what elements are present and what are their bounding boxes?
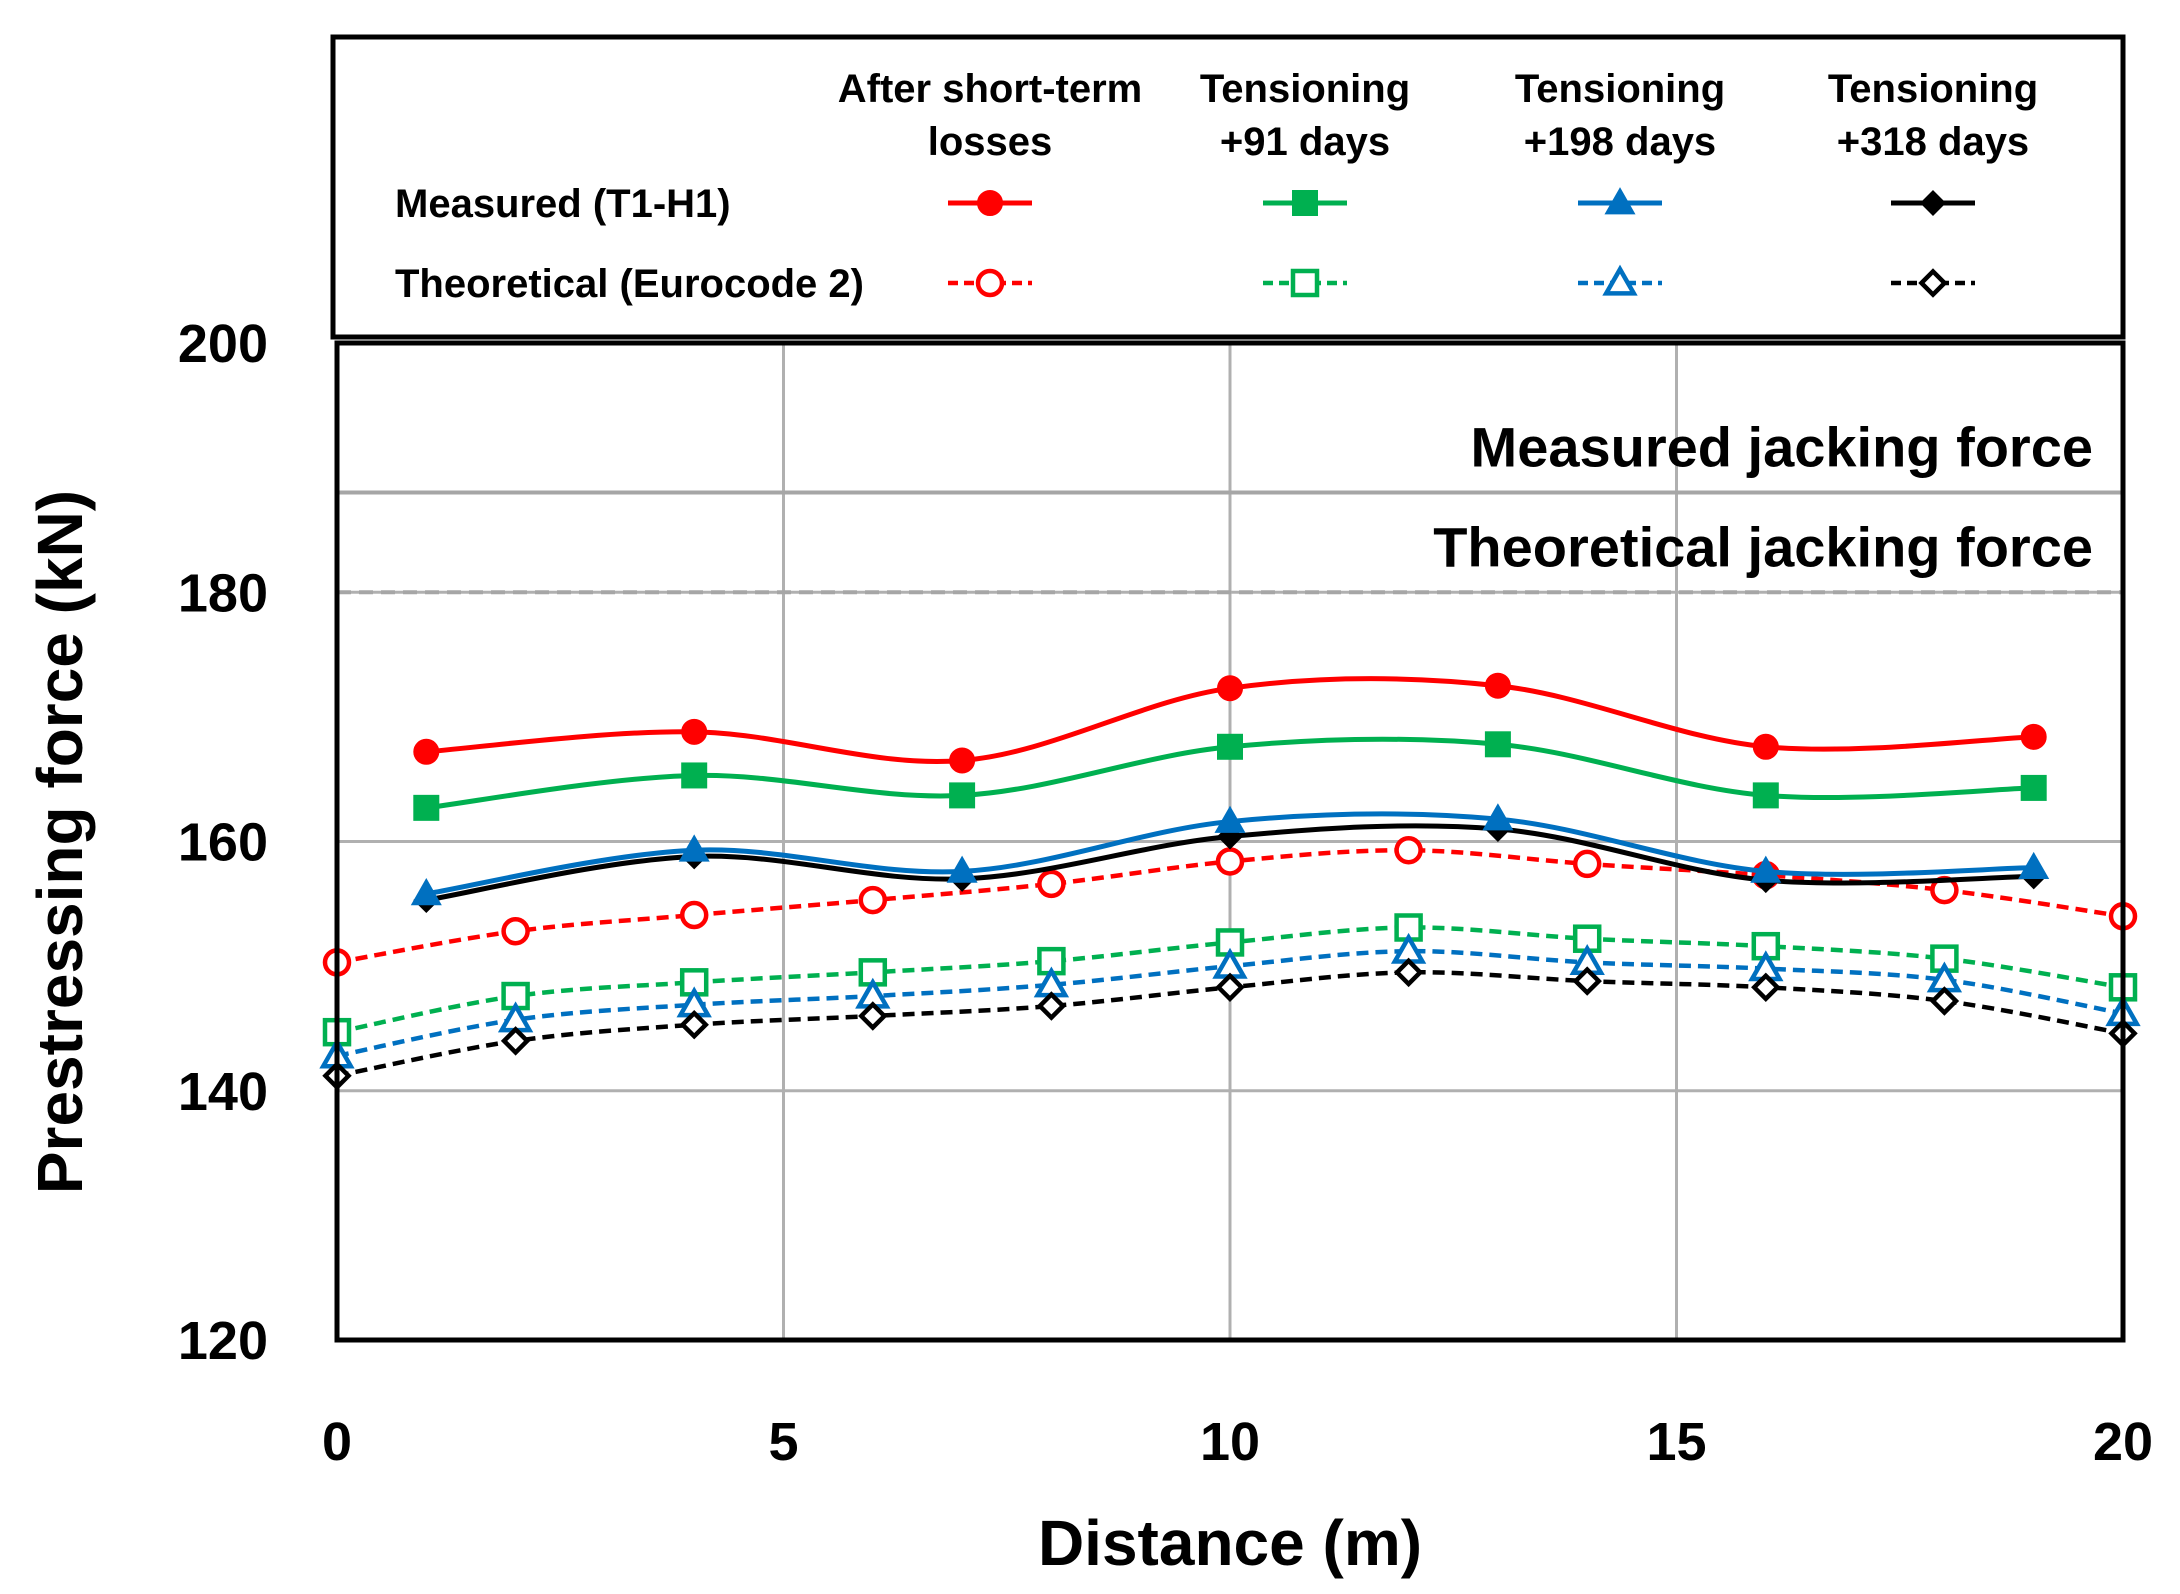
series-1 [413, 731, 2047, 821]
y-tick-label: 140 [178, 1062, 268, 1122]
legend-sample-marker [1920, 190, 1946, 216]
data-point [410, 878, 442, 906]
data-point [1752, 782, 1779, 809]
data-point [681, 762, 708, 789]
legend-sample-marker [1604, 187, 1636, 215]
legend-column-header: Tensioning [1200, 67, 1410, 111]
legend-sample-marker [1292, 190, 1318, 216]
data-point [1393, 957, 1424, 988]
legend-sample-marker [1290, 268, 1320, 298]
y-axis-title: Prestressing force (kN) [24, 490, 96, 1194]
data-point [1394, 835, 1423, 865]
legend-sample-marker [977, 190, 1003, 216]
data-point [413, 794, 440, 821]
data-point [1214, 805, 1246, 833]
series-0 [413, 672, 2047, 774]
reference-line-label: Measured jacking force [1471, 416, 2093, 479]
data-point [2020, 723, 2047, 750]
plot-frame [334, 340, 2126, 1343]
data-point [1217, 675, 1243, 702]
data-point [1036, 991, 1067, 1021]
x-tick-labels: 0 5 10 15 20 [322, 1412, 2153, 1472]
data-point [1752, 733, 1779, 760]
data-point [679, 900, 709, 930]
x-tick-label: 15 [1646, 1412, 1706, 1472]
legend-column-header: Tensioning [1828, 67, 2038, 111]
x-tick-label: 20 [2093, 1412, 2153, 1472]
data-point [1215, 847, 1245, 876]
data-point [1217, 733, 1243, 760]
legend-sample-marker [975, 268, 1005, 298]
legend-box [330, 34, 2126, 340]
data-point [2018, 851, 2050, 880]
data-point [681, 718, 708, 745]
data-point [949, 747, 976, 774]
data-point [2020, 774, 2047, 801]
data-point [1215, 972, 1245, 1003]
y-tick-labels: 120 140 160 180 200 [178, 314, 268, 1371]
legend-sample-marker [1602, 264, 1638, 296]
legend-column-header: losses [928, 120, 1053, 164]
data-point [1484, 731, 1511, 758]
series-2 [410, 803, 2050, 906]
x-tick-label: 10 [1200, 1412, 1260, 1472]
legend-column-header: +91 days [1220, 120, 1390, 164]
data-point [1751, 972, 1781, 1003]
legend-row-label: Theoretical (Eurocode 2) [395, 262, 864, 306]
data-point [500, 1026, 531, 1056]
legend-column-header: +318 days [1837, 120, 2029, 164]
y-tick-label: 200 [178, 314, 268, 374]
x-tick-label: 0 [322, 1412, 352, 1472]
reference-lines: Measured jacking force Theoretical jackin… [337, 416, 2123, 595]
y-tick-label: 160 [178, 813, 268, 873]
reference-line-label: Theoretical jacking force [1433, 515, 2093, 578]
legend-column-header: +198 days [1524, 120, 1716, 164]
data-point [946, 855, 978, 883]
y-tick-label: 120 [178, 1311, 268, 1371]
series-layer [319, 672, 2141, 1091]
legend-column-header: Tensioning [1515, 67, 1725, 111]
x-tick-label: 5 [768, 1412, 798, 1472]
data-point [1037, 869, 1066, 899]
data-point [1482, 803, 1514, 831]
data-point [1929, 986, 1960, 1016]
data-point [501, 916, 530, 946]
series-4 [322, 835, 2138, 977]
data-point [678, 834, 710, 862]
data-point [413, 738, 440, 765]
legend-row-label: Measured (T1-H1) [395, 182, 731, 226]
y-tick-label: 180 [178, 563, 268, 623]
data-point [1484, 672, 1511, 699]
data-point [858, 885, 888, 915]
data-point [1750, 855, 1782, 883]
legend-sample-marker [1918, 268, 1948, 298]
legend-column-header: After short-term [838, 67, 1142, 111]
data-point [1572, 849, 1602, 879]
data-point [858, 1001, 888, 1031]
legend: After short-term losses Tensioning +91 days… [395, 67, 2038, 306]
series-5 [322, 913, 2138, 1047]
x-axis-title: Distance (m) [1038, 1507, 1422, 1579]
data-point [949, 782, 976, 809]
data-point [1572, 966, 1602, 996]
data-point [679, 1009, 709, 1040]
